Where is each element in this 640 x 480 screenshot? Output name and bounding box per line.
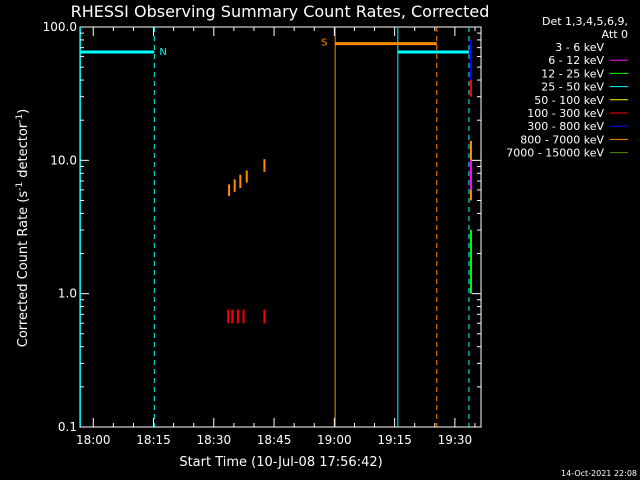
legend-entry-label: 12 - 25 keV: [541, 67, 604, 80]
legend-entry-label: 6 - 12 keV: [548, 54, 604, 67]
plot-border: [79, 26, 482, 428]
x-axis-label: Start Time (10-Jul-08 17:56:42): [179, 455, 382, 470]
legend-entry-label: 300 - 800 keV: [527, 120, 604, 133]
legend-entry-label: 7000 - 15000 keV: [506, 147, 604, 160]
x-axis-ticks: 18:00 18:15 18:30 18:45 19:00 19:15 19:30: [76, 27, 476, 447]
legend-entry-label: 3 - 6 keV: [555, 41, 604, 54]
legend-entry-label: 25 - 50 keV: [541, 81, 604, 94]
legend-header-detectors: Det 1,3,4,5,6,9,: [542, 15, 628, 28]
y-tick-label: 100.0: [43, 20, 77, 34]
x-tick-label: 19:30: [438, 433, 473, 447]
x-tick-label: 18:45: [257, 433, 292, 447]
x-tick-label: 19:15: [377, 433, 412, 447]
y-tick-label: 1.0: [58, 287, 77, 301]
period-markers: [79, 27, 470, 427]
y-axis-label: Corrected Count Rate (s-1 detector-1): [15, 109, 31, 347]
render-timestamp: 14-Oct-2021 22:08: [561, 469, 637, 478]
data-series: [227, 39, 472, 324]
chart-title: RHESSI Observing Summary Count Rates, Co…: [71, 2, 490, 21]
plot-frame: [79, 26, 482, 428]
x-tick-label: 18:15: [136, 433, 171, 447]
saa-period-label: S: [321, 38, 327, 49]
x-tick-label: 18:30: [197, 433, 232, 447]
legend-entry-label: 800 - 7000 keV: [520, 133, 604, 146]
x-tick-label: 19:00: [317, 433, 352, 447]
x-tick-label: 18:00: [76, 433, 111, 447]
legend-entry-label: 50 - 100 keV: [534, 94, 604, 107]
y-axis-ticks: 0.1 1.0 10.0 100.0: [43, 20, 481, 434]
y-tick-label: 10.0: [50, 153, 77, 167]
night-period-label: N: [159, 47, 166, 58]
legend-entry-label: 100 - 300 keV: [527, 107, 604, 120]
period-bars: NS: [80, 38, 469, 58]
y-tick-label: 0.1: [58, 420, 77, 434]
legend-header-attenuator: Att 0: [602, 28, 628, 41]
